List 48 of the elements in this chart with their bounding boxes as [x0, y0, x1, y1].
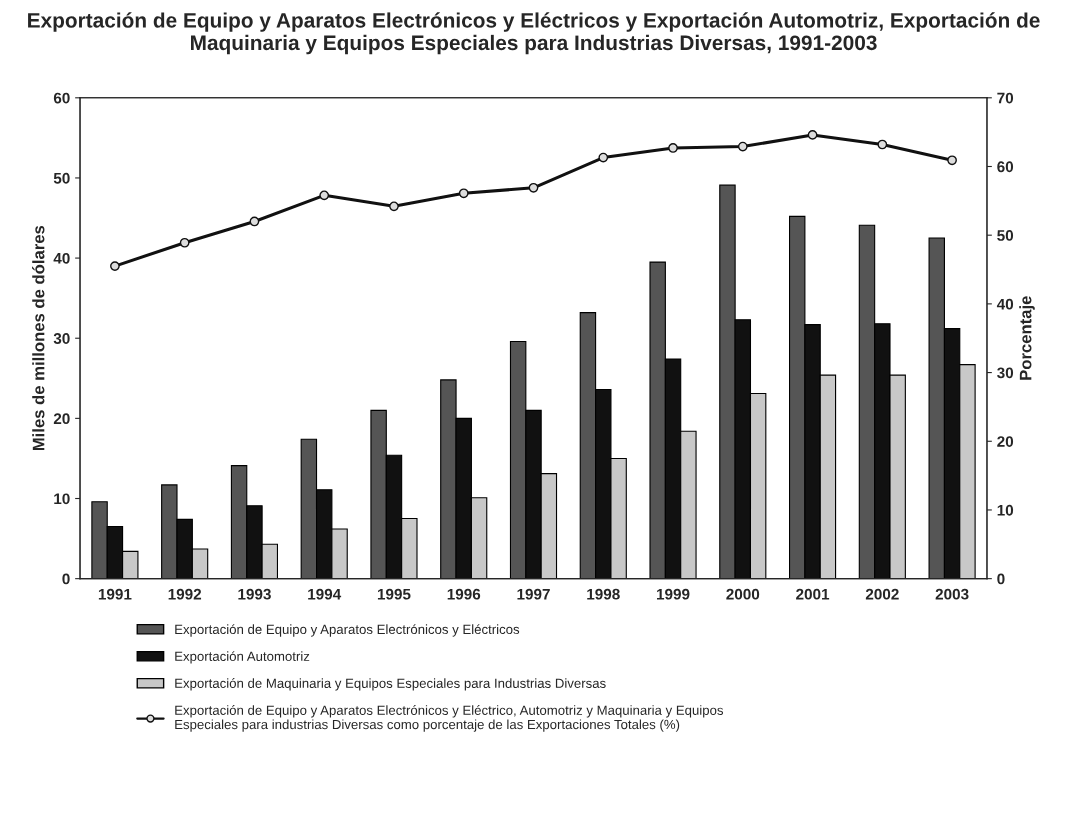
x-tick-label: 2001 — [796, 588, 830, 600]
y2-tick-label: 60 — [997, 161, 1014, 173]
x-tick-label: 1993 — [238, 588, 271, 600]
point — [947, 155, 957, 166]
y2-tick-label: 40 — [996, 298, 1014, 310]
x-tick-label: 2000 — [726, 588, 760, 600]
point — [528, 182, 539, 193]
point — [877, 139, 888, 150]
y-tick-label: 40 — [53, 252, 70, 264]
x-tick-label: 1996 — [447, 588, 481, 600]
y-tick-label: 20 — [53, 413, 70, 425]
y2-tick-label: 0 — [997, 573, 1005, 585]
x-tick-label: 1999 — [657, 588, 690, 600]
y2-tick-label: 50 — [997, 230, 1014, 241]
x-tick-label: 1998 — [587, 588, 620, 600]
point — [598, 152, 609, 163]
legend-label: Exportación de Equipo y Aparatos Electrónicos y Eléctrico, Automotriz y Maquinaria y Equipos Especiales para industrias Diversas como porcentaje de las Exportaciones Totales (%) — [175, 705, 724, 732]
y2-axis-title: Porcentaje — [1019, 296, 1035, 380]
x-tick-label: 1991 — [98, 588, 132, 600]
legend-label: Exportación Automotriz — [175, 651, 310, 664]
x-tick-label: 1992 — [168, 588, 202, 600]
y-tick-label: 50 — [53, 172, 70, 184]
y-tick-label: 30 — [53, 333, 70, 344]
x-tick-label: 1997 — [517, 588, 550, 600]
y2-tick-label: 10 — [997, 504, 1014, 516]
legend-label: Exportación de Maquinaria y Equipos Especiales para Industrias Diversas — [175, 678, 606, 691]
point — [737, 141, 748, 152]
x-tick-label: 1995 — [377, 588, 411, 600]
x-tick-label: 2003 — [935, 588, 969, 600]
y2-tick-label: 30 — [997, 367, 1014, 379]
point — [179, 237, 190, 248]
point — [458, 188, 469, 199]
x-tick-label: 2002 — [865, 588, 899, 600]
point — [389, 201, 399, 212]
y2-tick-label: 70 — [997, 92, 1014, 104]
legend-label: Exportación de Equipo y Aparatos Electrónicos y Eléctricos — [175, 624, 520, 637]
point — [249, 216, 260, 227]
y-tick-label: 0 — [62, 573, 70, 585]
y-axis-title: Miles de millones de dólares — [32, 225, 45, 451]
y2-tick-label: 20 — [997, 436, 1014, 447]
point — [319, 190, 330, 201]
point — [668, 143, 678, 153]
y-tick-label: 60 — [53, 92, 70, 104]
x-tick-label: 1994 — [308, 588, 342, 600]
point — [807, 130, 818, 140]
chart-title: Exportación de Equipo y Aparatos Electrónicos y Eléctricos y Exportación Automotriz, Exportación de Maquinaria y Equipos Especiales para Industrias Diversas, 1991-2003 — [28, 12, 1040, 55]
point — [110, 261, 120, 271]
y-tick-label: 10 — [54, 493, 70, 505]
